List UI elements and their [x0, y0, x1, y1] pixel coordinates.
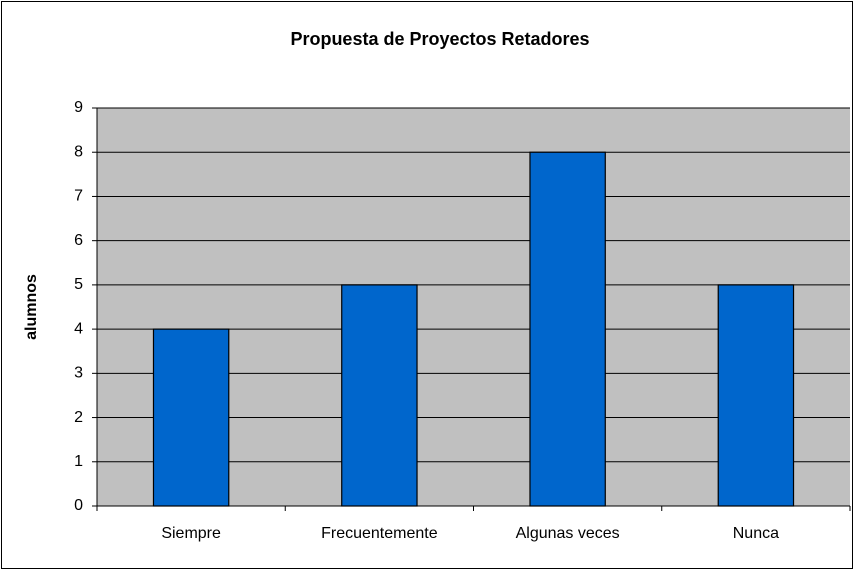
y-tick-label: 7 — [74, 188, 83, 205]
chart-title: Propuesta de Proyectos Retadores — [290, 29, 589, 49]
x-tick-label: Siempre — [161, 525, 221, 542]
bar — [717, 284, 795, 507]
bar — [341, 284, 418, 507]
y-tick-label: 5 — [74, 276, 83, 293]
y-tick-label: 6 — [74, 232, 83, 249]
y-tick-label: 3 — [74, 365, 83, 382]
x-tick-label: Algunas veces — [516, 525, 620, 542]
bar — [529, 151, 606, 507]
y-tick-label: 2 — [74, 409, 83, 426]
bar — [152, 328, 230, 507]
y-tick-label: 0 — [74, 497, 83, 514]
y-tick-label: 8 — [74, 143, 83, 160]
y-axis-label: alumnos — [23, 274, 40, 340]
x-tick-label: Nunca — [733, 525, 779, 542]
y-tick-label: 9 — [74, 99, 83, 116]
x-tick-label: Frecuentemente — [321, 525, 438, 542]
y-tick-label: 1 — [74, 453, 83, 470]
y-tick-label: 4 — [74, 320, 83, 337]
